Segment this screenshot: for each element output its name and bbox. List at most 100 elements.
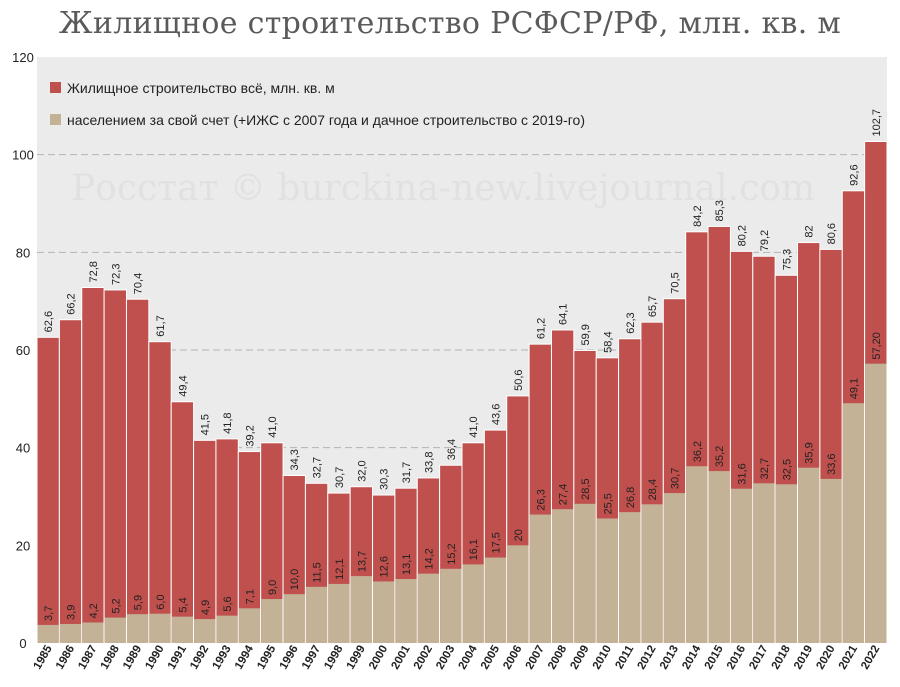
data-label-total: 82 bbox=[804, 225, 816, 237]
legend: Жилищное строительство всё, млн. кв. м н… bbox=[50, 80, 585, 128]
data-label-total: 92,6 bbox=[848, 164, 860, 185]
data-label-self: 26,8 bbox=[625, 487, 637, 508]
bar-self bbox=[663, 493, 686, 643]
bar-self bbox=[775, 484, 798, 643]
data-label-self: 20 bbox=[513, 529, 525, 541]
bar-self bbox=[708, 471, 730, 643]
data-label-self: 12,1 bbox=[334, 558, 346, 579]
bar-self bbox=[798, 467, 820, 643]
data-label-total: 70,4 bbox=[133, 273, 145, 294]
x-tick-label: 2009 bbox=[568, 644, 591, 672]
x-tick-label: 2008 bbox=[546, 643, 569, 672]
data-label-self: 28,4 bbox=[647, 479, 659, 500]
data-label-self: 4,9 bbox=[200, 600, 212, 615]
x-tick-label: 2005 bbox=[479, 643, 502, 672]
data-label-total: 32,7 bbox=[312, 457, 324, 478]
x-tick-label: 1996 bbox=[278, 644, 301, 672]
data-label-self: 10,0 bbox=[289, 569, 301, 590]
data-label-total: 30,7 bbox=[334, 467, 346, 488]
x-axis-ticks: 1985 1986 1987 1988 1989 1990 1991 1992 1993 1994… bbox=[32, 643, 883, 672]
bar-self bbox=[126, 614, 149, 643]
x-tick-label: 1994 bbox=[233, 643, 256, 672]
bar-self bbox=[194, 619, 216, 643]
data-label-self: 9,0 bbox=[267, 580, 279, 595]
y-axis-ticks: 0 20 40 60 80 100 120 bbox=[12, 50, 34, 651]
bar-self bbox=[305, 586, 328, 643]
data-label-self: 17,5 bbox=[491, 532, 503, 553]
data-label-self: 7,1 bbox=[245, 589, 257, 604]
data-label-total: 72,3 bbox=[110, 264, 122, 285]
bar-self bbox=[104, 617, 126, 643]
bar-self bbox=[440, 568, 462, 643]
x-tick-label: 1985 bbox=[32, 643, 55, 672]
x-tick-label: 1991 bbox=[166, 643, 189, 672]
data-label-total: 50,6 bbox=[513, 369, 525, 390]
data-label-total: 64,1 bbox=[558, 304, 570, 325]
bar-self bbox=[842, 403, 865, 643]
y-tick-label: 80 bbox=[16, 245, 30, 260]
data-label-total: 41,0 bbox=[267, 416, 279, 437]
legend-swatch-total bbox=[50, 82, 61, 93]
x-tick-label: 2001 bbox=[389, 643, 412, 672]
legend-swatch-self bbox=[50, 114, 61, 125]
y-tick-label: 20 bbox=[16, 538, 30, 553]
bar-self bbox=[82, 622, 104, 643]
x-tick-label: 1990 bbox=[143, 644, 166, 672]
data-label-self: 16,1 bbox=[468, 539, 480, 560]
bar-self bbox=[238, 608, 261, 643]
y-tick-label: 40 bbox=[16, 441, 30, 456]
data-label-total: 33,8 bbox=[423, 452, 435, 473]
data-label-total: 39,2 bbox=[245, 425, 257, 446]
x-tick-label: 2013 bbox=[658, 644, 681, 672]
y-tick-label: 100 bbox=[12, 148, 34, 163]
data-label-total: 79,2 bbox=[759, 230, 771, 251]
bar-self bbox=[641, 504, 663, 643]
bar-self bbox=[686, 466, 708, 643]
x-tick-label: 2018 bbox=[770, 643, 793, 672]
data-label-self: 11,5 bbox=[312, 562, 324, 583]
data-label-total: 62,6 bbox=[43, 311, 55, 332]
bar-self bbox=[462, 564, 484, 643]
data-label-self: 32,5 bbox=[781, 459, 793, 480]
data-label-total: 31,7 bbox=[401, 462, 413, 483]
data-label-total: 72,8 bbox=[88, 261, 100, 282]
data-label-total: 41,5 bbox=[200, 414, 212, 435]
x-tick-label: 2021 bbox=[837, 643, 860, 672]
bar-self bbox=[865, 363, 887, 643]
x-tick-label: 2014 bbox=[680, 643, 703, 672]
data-label-total: 80,2 bbox=[737, 225, 749, 246]
data-label-self: 28,5 bbox=[580, 478, 592, 499]
data-label-total: 102,7 bbox=[871, 109, 883, 137]
y-tick-label: 0 bbox=[19, 636, 26, 651]
data-label-self: 30,7 bbox=[670, 468, 682, 489]
x-tick-label: 1995 bbox=[255, 643, 278, 672]
data-label-total: 61,7 bbox=[155, 315, 167, 336]
x-tick-label: 2004 bbox=[457, 643, 480, 672]
x-tick-label: 1997 bbox=[300, 644, 323, 672]
data-label-self: 3,9 bbox=[66, 605, 78, 620]
legend-label-self: населением за свой счет (+ИЖС с 2007 год… bbox=[67, 112, 585, 128]
bar-total bbox=[103, 289, 127, 644]
data-label-total: 30,3 bbox=[379, 469, 391, 490]
data-label-self: 13,1 bbox=[401, 554, 413, 575]
x-tick-label: 2006 bbox=[501, 644, 524, 672]
x-tick-label: 1989 bbox=[121, 644, 144, 672]
data-label-self: 13,7 bbox=[356, 551, 368, 572]
bar-self bbox=[551, 509, 574, 643]
bars bbox=[36, 140, 888, 644]
watermark: Росстат © burckina-new.livejournal.com bbox=[71, 168, 815, 209]
data-label-self: 36,2 bbox=[692, 441, 704, 462]
bar-self bbox=[59, 623, 82, 643]
data-label-total: 59,9 bbox=[580, 324, 592, 345]
y-tick-label: 120 bbox=[12, 50, 34, 65]
x-tick-label: 1987 bbox=[76, 644, 99, 672]
x-tick-label: 2011 bbox=[613, 643, 636, 671]
x-tick-label: 1986 bbox=[54, 644, 77, 672]
bar-self bbox=[149, 613, 171, 643]
data-label-total: 61,2 bbox=[535, 318, 547, 339]
data-label-self: 5,2 bbox=[110, 598, 122, 613]
data-label-self: 33,6 bbox=[826, 453, 838, 474]
bar-self bbox=[730, 488, 753, 643]
data-label-total: 70,5 bbox=[670, 272, 682, 293]
